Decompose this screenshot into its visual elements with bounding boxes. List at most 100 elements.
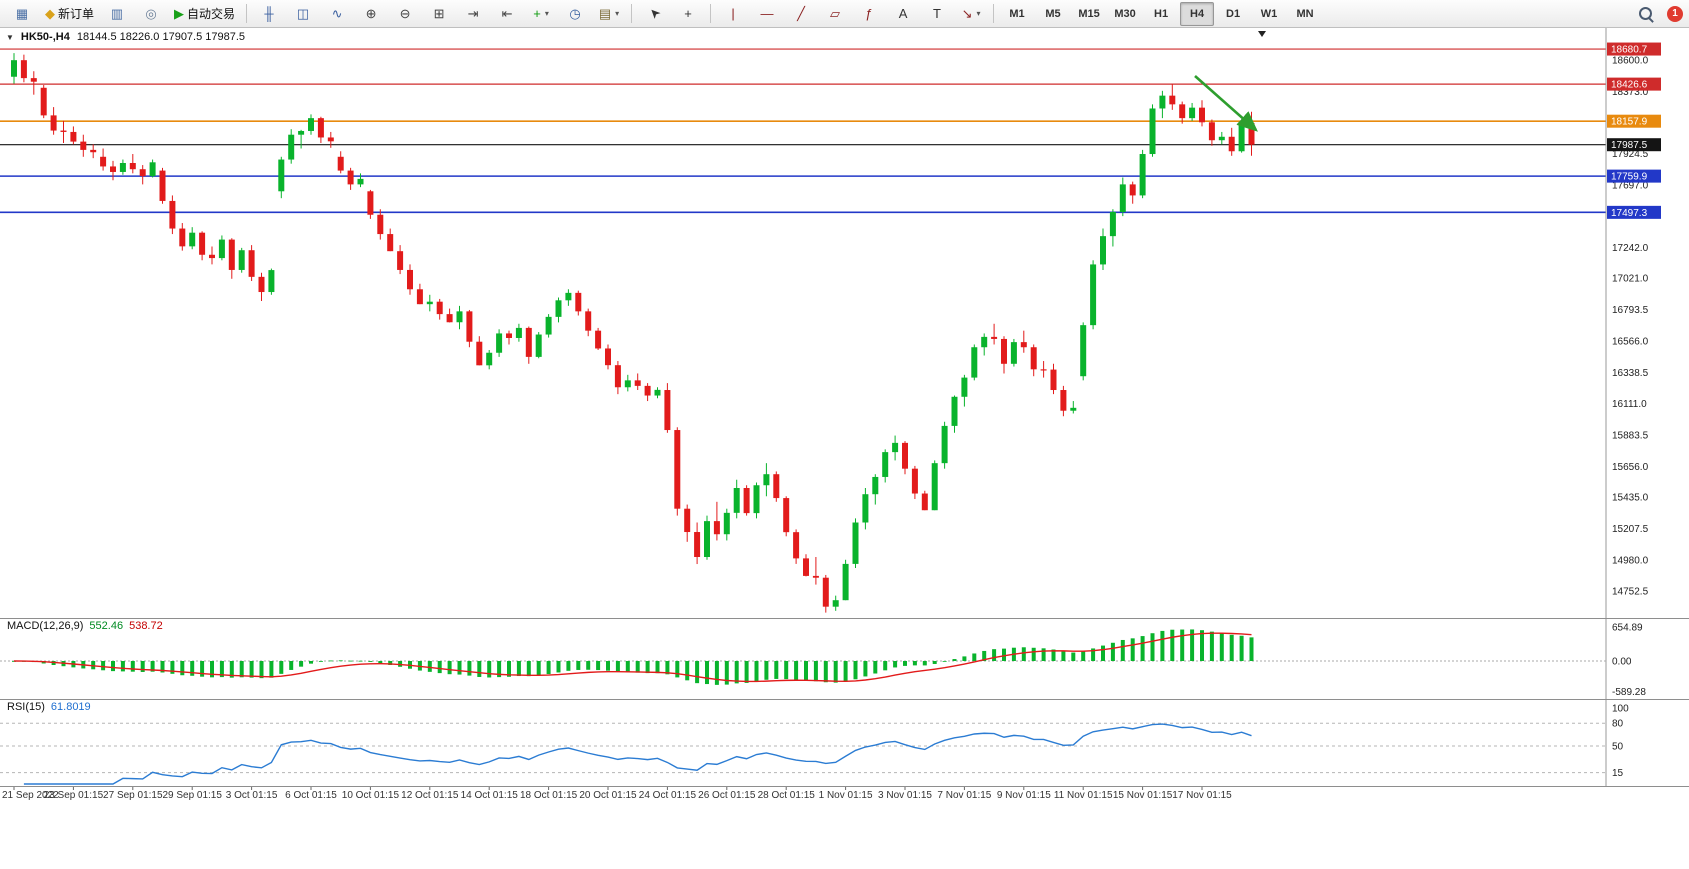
new-order-icon: ◆ bbox=[45, 6, 55, 21]
time-axis-label: 3 Oct 01:15 bbox=[226, 790, 278, 801]
candle-body bbox=[40, 87, 47, 116]
toolbar-groups: ▦ ◆ 新订单 ▥ ◎ ▶ 自动交易 ╫ ◫ ∿ ⊕ ⊖ ⊞ ⇥ ⇤ + ▾ ◷ ▤ ▾ ➤ + | — ╱ ▱ ƒ A T ↘ ▾ M1 M5… bbox=[6, 1, 1322, 26]
chart-shift-button[interactable]: ⇤ bbox=[491, 2, 523, 26]
candle-body bbox=[30, 78, 37, 82]
one-click-trading-toggle[interactable]: ▼ bbox=[6, 32, 14, 42]
time-axis-label: 28 Oct 01:15 bbox=[758, 790, 816, 801]
charts-list-button[interactable]: ▥ bbox=[101, 2, 133, 26]
autotrading-button[interactable]: ▶ 自动交易 bbox=[169, 2, 240, 26]
chart-shift-marker[interactable] bbox=[1258, 31, 1266, 37]
cursor-button[interactable]: ➤ bbox=[638, 2, 670, 26]
candle-body bbox=[1228, 136, 1235, 152]
candle-body bbox=[159, 170, 166, 201]
rsi-line bbox=[23, 723, 1252, 785]
timeframe-m30-button[interactable]: M30 bbox=[1114, 7, 1136, 20]
auto-scroll-button[interactable]: ⇥ bbox=[457, 2, 489, 26]
profiles-button[interactable]: ◎ bbox=[135, 2, 167, 26]
macd-histogram-bar bbox=[150, 661, 155, 672]
rsi-label: RSI(15) 61.8019 bbox=[7, 701, 91, 713]
candle-body bbox=[902, 442, 908, 469]
macd-histogram-bar bbox=[200, 661, 205, 677]
search-button[interactable] bbox=[1629, 2, 1661, 26]
candle-body bbox=[882, 452, 889, 477]
bar-chart-button[interactable]: ╫ bbox=[253, 2, 285, 26]
text-button[interactable]: A bbox=[887, 2, 919, 26]
new-order-button[interactable]: ◆ 新订单 bbox=[40, 2, 99, 26]
tile-windows-icon: ⊞ bbox=[433, 6, 445, 21]
candle-body bbox=[674, 430, 681, 509]
macd-histogram-bar bbox=[625, 661, 630, 673]
candle-body bbox=[317, 118, 324, 138]
time-axis-label: 3 Nov 01:15 bbox=[878, 790, 932, 801]
candle-body bbox=[1208, 122, 1215, 141]
timeframe-mn-button[interactable]: MN bbox=[1296, 7, 1314, 20]
timeframe-m15-button[interactable]: M15 bbox=[1078, 7, 1100, 20]
macd-histogram-bar bbox=[695, 661, 700, 684]
fibonacci-button[interactable]: ƒ bbox=[853, 2, 885, 26]
candle-body bbox=[515, 327, 522, 338]
macd-histogram-bar bbox=[1170, 629, 1175, 661]
macd-histogram-bar bbox=[368, 661, 373, 662]
text-label-button[interactable]: T bbox=[921, 2, 953, 26]
tile-windows-button[interactable]: ⊞ bbox=[423, 2, 455, 26]
candle-body bbox=[100, 156, 107, 167]
timeframe-h1-button[interactable]: H1 bbox=[1154, 7, 1169, 20]
timeframe-w1-button[interactable]: W1 bbox=[1260, 7, 1278, 20]
arrows-button[interactable]: ↘ ▾ bbox=[955, 2, 987, 26]
crosshair-button[interactable]: + bbox=[672, 2, 704, 26]
macd-histogram-bar bbox=[219, 661, 224, 678]
macd-histogram-bar bbox=[279, 661, 284, 674]
line-chart-button[interactable]: ∿ bbox=[321, 2, 353, 26]
timeframe-m5-button[interactable]: M5 bbox=[1045, 7, 1061, 20]
timeframe-d1-button[interactable]: D1 bbox=[1226, 7, 1241, 20]
new-chart-button[interactable]: ▦ bbox=[6, 2, 38, 26]
macd-histogram-bar bbox=[328, 660, 333, 662]
add-indicator-button[interactable]: + ▾ bbox=[525, 2, 557, 26]
new-chart-icon: ▦ bbox=[15, 6, 29, 21]
trendline-button[interactable]: ╱ bbox=[785, 2, 817, 26]
macd-histogram-bar bbox=[893, 661, 898, 668]
candle-body bbox=[1179, 104, 1186, 119]
vertical-line-button[interactable]: | bbox=[717, 2, 749, 26]
templates-icon: ▤ bbox=[598, 6, 612, 21]
candle-body bbox=[684, 508, 691, 533]
chart-shift-icon: ⇤ bbox=[501, 6, 513, 21]
macd-histogram-bar bbox=[1150, 633, 1155, 661]
candle-body bbox=[971, 347, 978, 378]
zoom-out-button[interactable]: ⊖ bbox=[389, 2, 421, 26]
macd-histogram-bar bbox=[111, 661, 115, 672]
rsi-axis-label: 80 bbox=[1612, 719, 1624, 730]
price-axis-label: 17021.0 bbox=[1612, 274, 1649, 285]
templates-button[interactable]: ▤ ▾ bbox=[593, 2, 625, 26]
candle-body bbox=[218, 239, 225, 259]
candle-body bbox=[565, 292, 572, 301]
toolbar-separator bbox=[246, 4, 248, 23]
new-order-button-label: 新订单 bbox=[58, 7, 95, 21]
trend-arrow-annotation[interactable] bbox=[1194, 75, 1258, 132]
horizontal-line-button[interactable]: — bbox=[751, 2, 783, 26]
candle-body bbox=[278, 159, 285, 192]
time-axis-label: 18 Oct 01:15 bbox=[520, 790, 578, 801]
candle-body bbox=[892, 442, 899, 453]
cursor-icon: ➤ bbox=[644, 4, 664, 23]
candle-body bbox=[347, 170, 354, 185]
period-button[interactable]: ◷ bbox=[559, 2, 591, 26]
profiles-icon: ◎ bbox=[145, 6, 157, 21]
rsi-axis-label: 100 bbox=[1612, 704, 1629, 715]
timeframe-h4-button[interactable]: H4 bbox=[1180, 1, 1215, 26]
candle-body bbox=[1218, 136, 1225, 141]
notification-badge[interactable]: 1 bbox=[1667, 5, 1683, 22]
candle-body bbox=[189, 232, 196, 247]
macd-histogram-bar bbox=[467, 661, 472, 676]
macd-histogram-bar bbox=[388, 661, 393, 665]
candlestick-button[interactable]: ◫ bbox=[287, 2, 319, 26]
candle-body bbox=[209, 254, 215, 259]
timeframe-m1-button[interactable]: M1 bbox=[1009, 7, 1025, 20]
price-tag-17497.3 bbox=[1607, 205, 1661, 219]
candle-body bbox=[595, 330, 602, 349]
zoom-in-button[interactable]: ⊕ bbox=[355, 2, 387, 26]
candle-body bbox=[981, 336, 988, 348]
price-tag-text: 18680.7 bbox=[1611, 45, 1648, 56]
channel-button[interactable]: ▱ bbox=[819, 2, 851, 26]
